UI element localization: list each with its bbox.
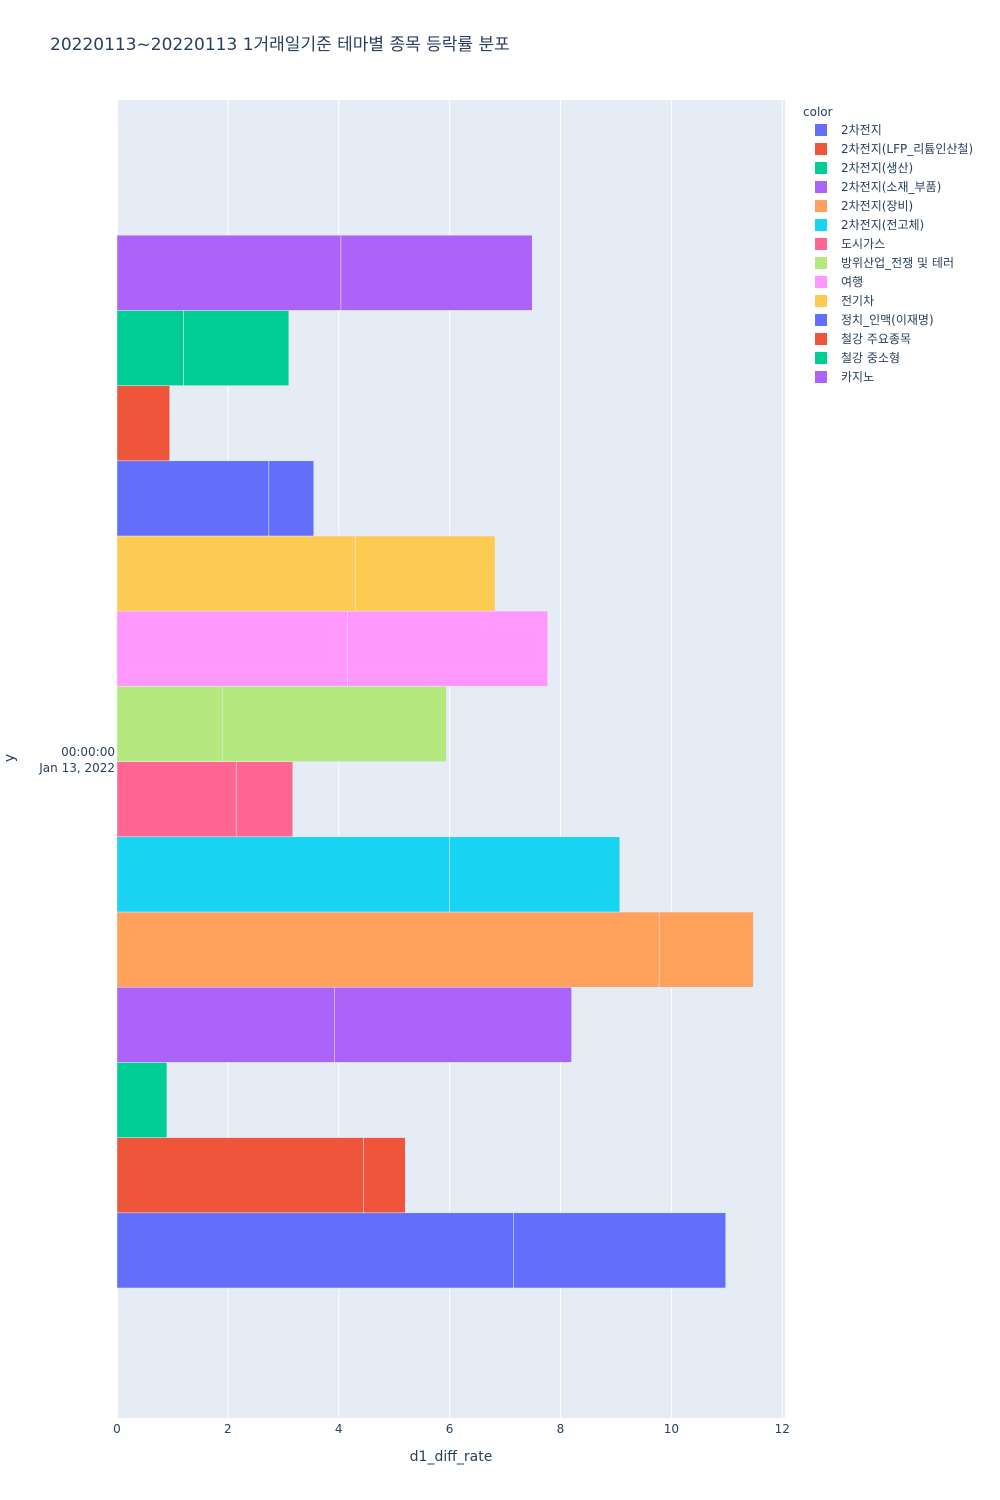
bar-segment[interactable] [340,234,533,311]
bar-segment[interactable] [363,1137,406,1214]
x-tick-label: 4 [335,1422,343,1436]
legend-label[interactable]: 도시가스 [841,237,885,251]
bar-segment[interactable] [116,460,270,537]
x-tick-label: 2 [224,1422,232,1436]
bar-segment[interactable] [116,761,237,838]
bar-segment[interactable] [116,836,450,913]
bar-segment[interactable] [268,460,315,537]
x-axis-title: d1_diff_rate [410,1449,493,1465]
legend-swatch[interactable] [815,219,827,231]
bar-segment[interactable] [334,986,572,1063]
bars [116,234,754,1289]
legend-swatch[interactable] [815,124,827,136]
bar-segment[interactable] [116,385,170,462]
legend-swatch[interactable] [815,333,827,345]
y-axis-title: y [2,754,18,762]
legend-swatch[interactable] [815,276,827,288]
legend-swatch[interactable] [815,143,827,155]
x-tick-label: 6 [446,1422,454,1436]
x-tick-label: 0 [113,1422,121,1436]
y-tick-date: Jan 13, 2022 [38,761,115,775]
bar-segment[interactable] [116,310,184,386]
legend-label[interactable]: 여행 [841,274,863,289]
x-tick-label: 10 [664,1422,679,1436]
legend-label[interactable]: 철강 중소형 [841,351,900,365]
legend-title: color [803,105,833,119]
bar-segment[interactable] [222,686,447,762]
legend-label[interactable]: 2차전지(LFP_리튬인산철) [841,142,973,156]
bar-segment[interactable] [116,986,335,1063]
legend-label[interactable]: 2차전지(전고체) [841,218,924,232]
bar-segment[interactable] [116,234,342,311]
y-tick-time: 00:00:00 [61,745,115,759]
legend-label[interactable]: 방위산업_전쟁 및 테러 [841,256,954,270]
bar-segment[interactable] [513,1212,726,1289]
legend[interactable]: 2차전지 2차전지(LFP_리튬인산철) 2차전지(생산) 2차전지(소재_부품) 2차… [815,123,973,384]
legend-label[interactable]: 2차전지(생산) [841,161,913,175]
bar-segment[interactable] [116,1062,168,1138]
bar-segment[interactable] [235,761,293,838]
bar-segment[interactable] [116,911,660,988]
bar-segment[interactable] [658,911,754,988]
legend-swatch[interactable] [815,352,827,364]
legend-swatch[interactable] [815,181,827,193]
x-axis-ticks: 0 2 4 6 8 10 12 [113,1422,790,1436]
bar-segment[interactable] [355,535,496,612]
bar-segment[interactable] [116,686,223,762]
legend-swatch[interactable] [815,295,827,307]
legend-label[interactable]: 카지노 [841,370,874,384]
legend-swatch[interactable] [815,314,827,326]
x-tick-label: 12 [775,1422,790,1436]
legend-swatch[interactable] [815,200,827,212]
legend-label[interactable]: 2차전지 [841,123,882,137]
bar-segment[interactable] [449,836,621,913]
bar-segment[interactable] [347,610,548,687]
legend-label[interactable]: 2차전지(장비) [841,199,913,213]
x-tick-label: 8 [557,1422,565,1436]
legend-label[interactable]: 전기차 [841,294,874,308]
bar-segment[interactable] [116,535,356,612]
bar-segment[interactable] [183,310,290,386]
bar-segment[interactable] [116,1137,364,1214]
legend-swatch[interactable] [815,371,827,383]
chart-title: 20220113~20220113 1거래일기준 테마별 종목 등락률 분포 [50,35,510,55]
legend-swatch[interactable] [815,162,827,174]
legend-label[interactable]: 정치_인맥(이재명) [841,313,934,327]
bar-segment[interactable] [116,610,348,687]
legend-label[interactable]: 2차전지(소재_부품) [841,180,941,194]
bar-segment[interactable] [116,1212,514,1289]
legend-swatch[interactable] [815,238,827,250]
legend-swatch[interactable] [815,257,827,269]
legend-label[interactable]: 철강 주요종목 [841,332,911,346]
